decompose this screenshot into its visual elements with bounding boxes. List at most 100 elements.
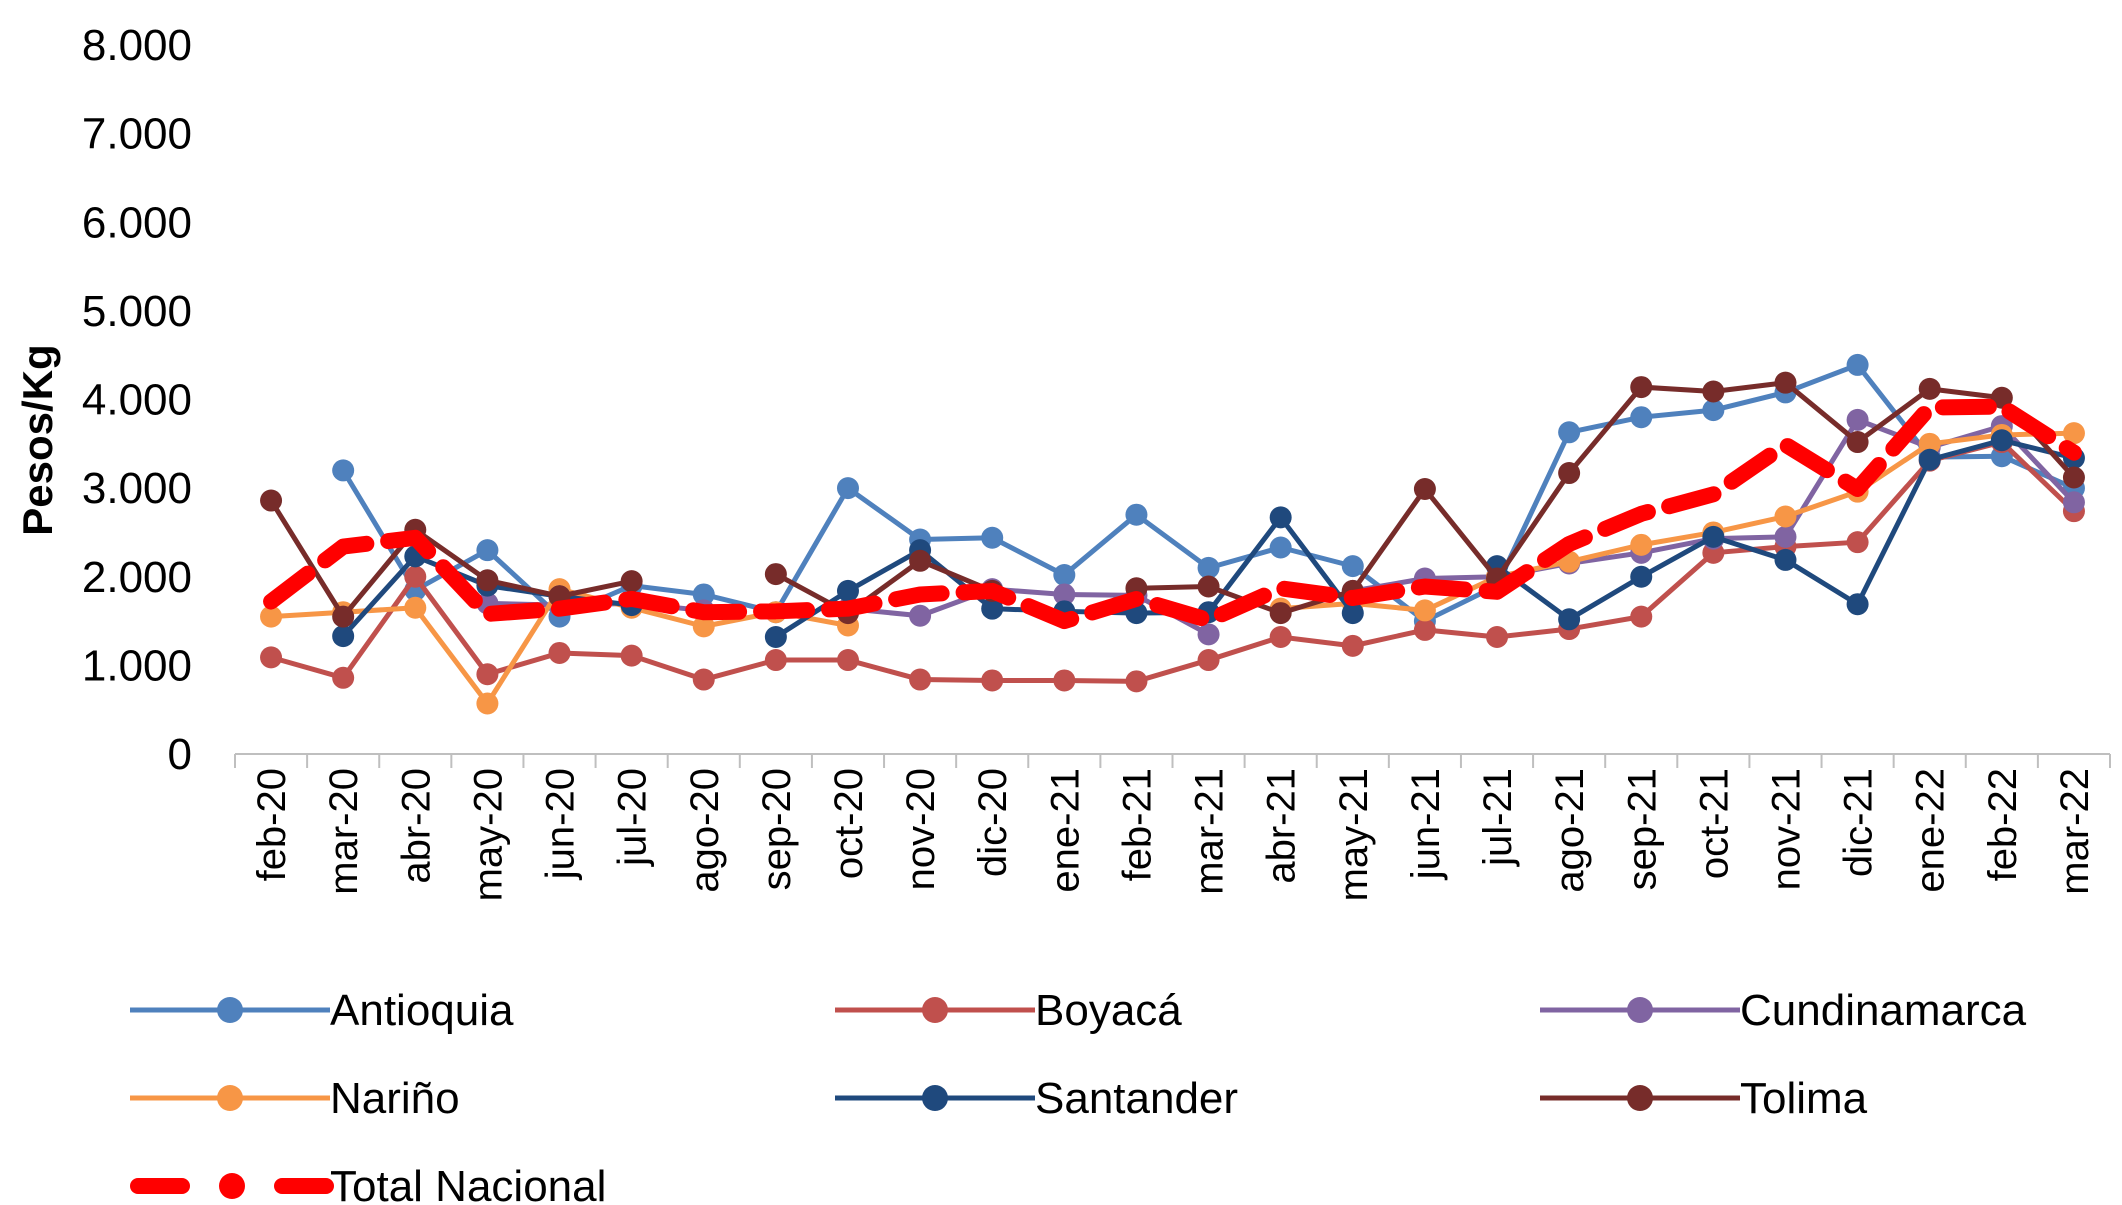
data-point <box>764 626 787 649</box>
series-line <box>1136 380 2076 616</box>
data-point <box>1341 555 1364 578</box>
x-tick-label: nov-20 <box>899 768 943 890</box>
legend-swatch-marker <box>922 997 948 1023</box>
series-total-nacional <box>263 398 2082 630</box>
data-point <box>1630 406 1653 429</box>
data-point <box>1413 599 1436 622</box>
data-point <box>260 646 283 669</box>
data-point <box>1630 565 1653 588</box>
data-point <box>1774 525 1797 548</box>
series-line <box>1352 417 2076 594</box>
data-point <box>1918 448 1941 471</box>
data-point <box>692 615 715 638</box>
data-point <box>1774 548 1797 571</box>
data-point <box>836 579 859 602</box>
y-tick-label: 7.000 <box>82 110 192 159</box>
data-point <box>981 526 1004 549</box>
data-point <box>1846 353 1869 376</box>
data-point <box>1846 531 1869 554</box>
x-tick-label: dic-21 <box>1837 768 1881 877</box>
y-tick-label: 3.000 <box>82 464 192 513</box>
legend-entry: Cundinamarca <box>1540 986 2027 1035</box>
data-point <box>1413 478 1436 501</box>
data-point <box>909 549 932 572</box>
x-tick-label: ene-21 <box>1043 768 1087 893</box>
legend-swatch-marker <box>1627 997 1653 1023</box>
data-point <box>1630 605 1653 628</box>
data-point <box>1269 602 1292 625</box>
data-point <box>476 569 499 592</box>
data-point <box>1630 533 1653 556</box>
data-point <box>1846 593 1869 616</box>
data-point <box>332 459 355 482</box>
data-point <box>2062 466 2085 489</box>
legend-label: Antioquia <box>330 986 514 1035</box>
data-point <box>1053 583 1076 606</box>
data-point <box>764 649 787 672</box>
legend-label: Total Nacional <box>330 1162 606 1205</box>
legend-label: Boyacá <box>1035 986 1182 1035</box>
data-point <box>1053 563 1076 586</box>
legend-entry: Tolima <box>1540 1074 1868 1123</box>
series-boyac- <box>260 431 2085 693</box>
legend: Antioquia Boyacá Cundinamarca Nariño Santand… <box>130 986 2027 1205</box>
data-point <box>476 539 499 562</box>
legend-label: Nariño <box>330 1074 460 1123</box>
series-line <box>270 439 2076 684</box>
y-axis-label: Pesos/Kg <box>14 344 61 535</box>
data-point <box>260 489 283 512</box>
legend-label: Tolima <box>1740 1074 1868 1123</box>
x-axis: feb-20 mar-20 abr-20 may-20 jun-20 jul-20 ago-… <box>234 753 2111 901</box>
data-point <box>1413 618 1436 641</box>
y-tick-label: 1.000 <box>82 641 192 690</box>
data-point <box>1990 429 2013 452</box>
x-tick-label: ene-22 <box>1909 768 1953 893</box>
x-tick-label: nov-21 <box>1764 768 1808 890</box>
data-point <box>1125 503 1148 526</box>
y-tick-label: 4.000 <box>82 376 192 425</box>
x-tick-label: mar-22 <box>2053 768 2097 895</box>
data-point <box>1774 371 1797 394</box>
data-point <box>404 565 427 588</box>
data-point <box>1125 670 1148 693</box>
data-point <box>1197 575 1220 598</box>
data-point <box>1197 556 1220 579</box>
data-point <box>476 663 499 686</box>
data-point <box>1918 432 1941 455</box>
data-point <box>692 668 715 691</box>
data-point <box>1702 525 1725 548</box>
data-point <box>1269 536 1292 559</box>
data-point <box>1558 462 1581 485</box>
legend-label: Santander <box>1035 1074 1238 1123</box>
x-tick-label: feb-22 <box>1981 768 2025 881</box>
legend-entry: Santander <box>835 1074 1238 1123</box>
x-tick-label: ago-21 <box>1548 768 1592 893</box>
legend-swatch-marker <box>219 1173 245 1199</box>
x-tick-label: ago-20 <box>683 768 727 893</box>
y-tick-label: 8.000 <box>82 21 192 70</box>
data-point <box>981 597 1004 620</box>
legend-swatch-marker <box>1627 1085 1653 1111</box>
data-point <box>620 570 643 593</box>
data-point <box>981 669 1004 692</box>
series-santander <box>332 429 2085 649</box>
x-tick-label: oct-21 <box>1692 768 1736 879</box>
data-point <box>1630 376 1653 399</box>
x-tick-label: mar-20 <box>322 768 366 895</box>
x-tick-label: feb-21 <box>1115 768 1159 881</box>
data-point <box>1269 506 1292 529</box>
data-point <box>1990 386 2013 409</box>
legend-label: Cundinamarca <box>1740 986 2027 1035</box>
series-line <box>847 586 1210 637</box>
data-point <box>476 692 499 715</box>
x-tick-label: may-20 <box>466 768 510 901</box>
data-point <box>1558 608 1581 631</box>
x-tick-label: jul-21 <box>1476 768 1520 867</box>
data-point <box>332 605 355 628</box>
legend-swatch-marker <box>922 1085 948 1111</box>
data-point <box>404 596 427 619</box>
data-point <box>332 625 355 648</box>
y-tick-label: 6.000 <box>82 198 192 247</box>
data-point <box>1341 602 1364 625</box>
